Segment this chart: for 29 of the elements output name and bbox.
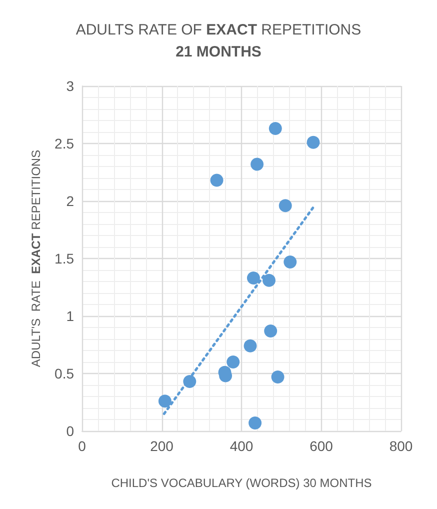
- point: [210, 174, 224, 187]
- point: [264, 324, 278, 338]
- y-tick-label: 0: [66, 423, 74, 439]
- x-tick-label: 0: [78, 438, 86, 454]
- x-axis-title: CHILD'S VOCABULARY (WORDS) 30 MONTHS: [111, 476, 372, 490]
- point: [158, 394, 172, 408]
- point: [268, 122, 282, 136]
- point: [306, 136, 320, 149]
- x-tick-label: 800: [389, 438, 413, 454]
- y-axis-title: ADULT'S RATE EXACT REPETITIONS: [29, 150, 43, 368]
- y-tick-label: 3: [66, 78, 74, 94]
- y-tick-label: 2.5: [54, 136, 74, 152]
- chart-title: ADULTS RATE OF EXACT REPETITIONS 21 MONTHS: [76, 22, 362, 60]
- point: [271, 370, 284, 384]
- point: [248, 416, 262, 430]
- y-tick-label: 2: [66, 193, 74, 209]
- point: [244, 339, 257, 352]
- point: [284, 255, 297, 268]
- y-tick-label: 0.5: [54, 366, 74, 382]
- point: [250, 158, 264, 171]
- y-tick-label: 1: [66, 308, 74, 324]
- point: [262, 274, 276, 287]
- x-tick-label: 600: [310, 438, 334, 454]
- point: [246, 272, 260, 285]
- point: [226, 356, 240, 368]
- y-tick-label: 1.5: [54, 250, 74, 266]
- point: [278, 199, 292, 212]
- x-tick-label: 400: [230, 438, 254, 454]
- x-tick-label: 200: [150, 438, 174, 454]
